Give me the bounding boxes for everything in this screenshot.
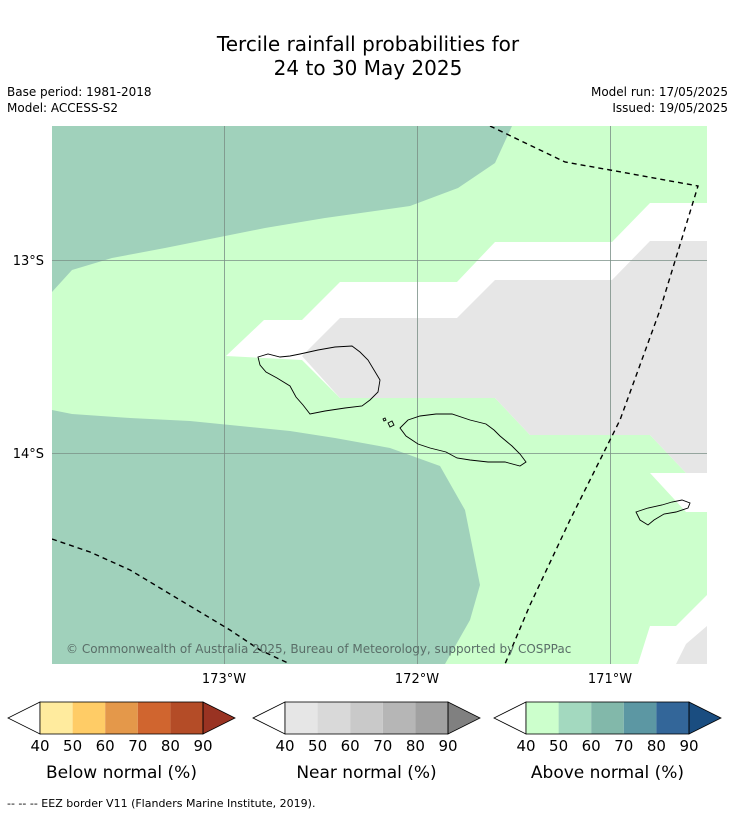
colorbar-arrow-high — [688, 701, 722, 735]
colorbar-tick-label: 60 — [582, 737, 601, 755]
zone-near-40-se — [676, 626, 707, 664]
lat-label-14s: 14°S — [13, 447, 44, 462]
colorbar-segment — [285, 702, 318, 734]
colorbar-tick-label: 90 — [193, 737, 212, 755]
colorbar-segment — [40, 702, 73, 734]
colorbar-tick-label: 70 — [614, 737, 633, 755]
lon-label-173w: 173°W — [202, 672, 246, 687]
colorbar-tick-label: 60 — [341, 737, 360, 755]
colorbar-segment — [170, 702, 203, 734]
colorbar-above-normal: 40 50 60 70 80 90 Above normal (%) — [493, 701, 722, 783]
zone-above-50-north — [52, 126, 512, 292]
colorbar-title: Above normal (%) — [531, 763, 684, 783]
colorbar-tick-label: 80 — [406, 737, 425, 755]
colorbar-tick-label: 90 — [438, 737, 457, 755]
colorbar-tick-label: 60 — [96, 737, 115, 755]
colorbar-segment — [526, 702, 559, 734]
colorbar-segment — [623, 702, 657, 734]
colorbar-segment — [105, 702, 138, 734]
colorbar-tick-label: 70 — [373, 737, 392, 755]
colorbar-arrow-low — [252, 701, 286, 735]
base-period: Base period: 1981-2018 — [7, 85, 152, 99]
colorbar-tick-label: 40 — [516, 737, 535, 755]
colorbar-outline — [284, 701, 449, 735]
zone-near-40 — [302, 241, 707, 473]
chart-title: Tercile rainfall probabilities for 24 to… — [0, 32, 736, 80]
colorbar-tick-label: 70 — [128, 737, 147, 755]
colorbar-arrow-high — [202, 701, 236, 735]
island-manono — [382, 417, 387, 422]
colorbar-tick-label: 80 — [647, 737, 666, 755]
colorbar-tick-label: 50 — [549, 737, 568, 755]
colorbar-tick-label: 50 — [308, 737, 327, 755]
colorbar-tick-label: 90 — [679, 737, 698, 755]
lon-label-172w: 172°W — [395, 672, 439, 687]
model-name: Model: ACCESS-S2 — [7, 101, 119, 115]
colorbar-below-normal: 40 50 60 70 80 90 Below normal (%) — [7, 701, 236, 783]
colorbar-segment — [656, 702, 689, 734]
colorbar-segment — [591, 702, 624, 734]
colorbar-segment — [382, 702, 416, 734]
probability-map: © Commonwealth of Australia 2025, Bureau… — [52, 126, 707, 664]
title-line-2: 24 to 30 May 2025 — [273, 56, 463, 80]
gridlines — [52, 126, 707, 664]
copyright-notice: © Commonwealth of Australia 2025, Bureau… — [66, 642, 571, 656]
meta-right: Model run: 17/05/2025 Issued: 19/05/2025 — [591, 84, 728, 116]
island-tutuila — [635, 499, 691, 526]
colorbar-tick-label: 40 — [30, 737, 49, 755]
colorbar-tick-label: 50 — [63, 737, 82, 755]
colorbar-title: Below normal (%) — [46, 763, 197, 783]
meta-left: Base period: 1981-2018 Model: ACCESS-S2 — [7, 84, 152, 116]
model-run: Model run: 17/05/2025 — [590, 85, 728, 99]
eez-footnote: -- -- -- EEZ border V11 (Flanders Marine… — [7, 797, 316, 810]
island-savaii — [257, 345, 381, 415]
colorbar-arrow-low — [493, 701, 527, 735]
colorbar-outline — [525, 701, 690, 735]
lat-label-13s: 13°S — [13, 254, 44, 269]
colorbar-arrow-low — [7, 701, 41, 735]
colorbar-segment — [317, 702, 351, 734]
colorbar-outline — [39, 701, 204, 735]
colorbar-segment — [415, 702, 448, 734]
colorbar-arrow-high — [447, 701, 481, 735]
island-apolima — [387, 420, 395, 428]
eez-border — [52, 126, 699, 664]
issued-date: Issued: 19/05/2025 — [612, 101, 728, 115]
colorbar-tick-label: 40 — [275, 737, 294, 755]
colorbar-segment — [350, 702, 383, 734]
island-upolu — [399, 413, 527, 467]
colorbar-segment — [72, 702, 106, 734]
lon-label-171w: 171°W — [588, 672, 632, 687]
zone-no-signal-east — [650, 473, 707, 512]
colorbar-segment — [558, 702, 592, 734]
colorbar-tick-label: 80 — [161, 737, 180, 755]
colorbar-title: Near normal (%) — [296, 763, 436, 783]
zone-above-50-south — [52, 410, 480, 664]
title-line-1: Tercile rainfall probabilities for — [216, 32, 520, 56]
colorbar-segment — [137, 702, 171, 734]
